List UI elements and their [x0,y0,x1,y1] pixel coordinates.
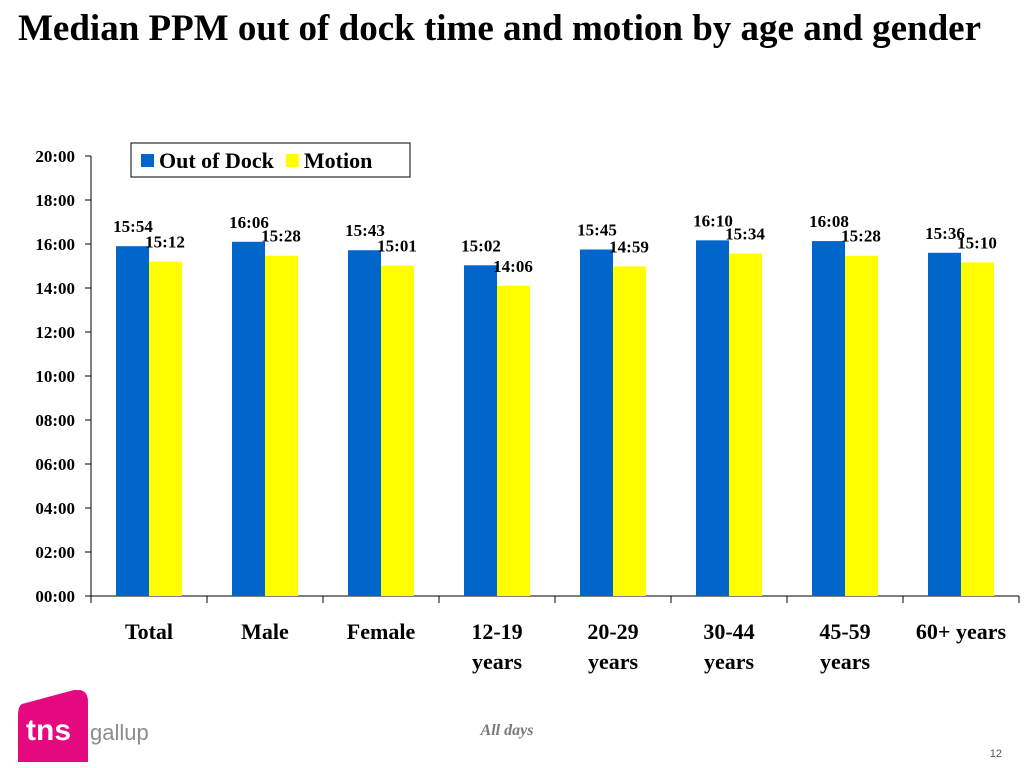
out-of-dock-value-label: 15:45 [577,221,617,240]
motion-bar [845,255,878,596]
y-tick-label: 12:00 [35,323,75,342]
category-label: 45-59 [819,619,870,644]
motion-bar [381,265,414,596]
gallup-logo-text: gallup [90,720,149,745]
tns-logo-mark [18,690,88,762]
category-label: years [820,649,871,674]
out-of-dock-value-label: 16:06 [229,213,269,232]
category-label: years [704,649,755,674]
out-of-dock-bar [232,241,265,597]
out-of-dock-bar [696,240,729,597]
motion-bar [497,285,530,596]
category-label: 20-29 [587,619,638,644]
chart-bars [116,240,994,597]
category-label: years [472,649,523,674]
out-of-dock-bar [464,265,497,596]
y-tick-label: 02:00 [35,543,75,562]
page-title: Median PPM out of dock time and motion b… [18,8,982,49]
footer-caption: All days [480,722,534,739]
motion-value-label: 15:34 [725,225,765,244]
chart-category-labels: Total Male Female 12-19 years 20-29 years 30-44… [125,619,1007,674]
y-tick-label: 16:00 [35,235,75,254]
out-of-dock-bar [812,241,845,597]
motion-bar [613,266,646,596]
category-label: Female [347,619,416,644]
motion-bar [729,253,762,597]
y-tick-label: 20:00 [35,147,75,166]
legend-label-out-of-dock: Out of Dock [159,148,275,173]
out-of-dock-bar [348,250,381,596]
motion-value-label: 15:28 [261,227,301,246]
out-of-dock-value-label: 15:43 [345,221,385,240]
y-tick-label: 18:00 [35,191,75,210]
legend-swatch-out-of-dock [141,154,154,167]
motion-value-label: 15:12 [145,233,185,252]
out-of-dock-bar [928,252,961,597]
tns-gallup-logo: tns gallup [18,690,149,762]
legend-box [130,142,411,178]
motion-value-label: 15:10 [957,233,997,252]
y-tick-label: 10:00 [35,367,75,386]
motion-value-label: 14:06 [493,257,533,276]
out-of-dock-bar [580,249,613,596]
chart-legend: Out of Dock Motion [130,142,411,178]
out-of-dock-value-label: 15:02 [461,236,501,255]
out-of-dock-value-label: 15:54 [113,217,153,236]
page-number: 12 [989,748,1002,760]
category-label: Male [241,619,289,644]
motion-value-label: 15:28 [841,227,881,246]
category-label: 12-19 [471,619,522,644]
tns-logo-text: tns [26,714,71,747]
category-label: 30-44 [703,619,754,644]
legend-label-motion: Motion [304,148,372,173]
out-of-dock-bar [116,246,149,596]
y-tick-label: 00:00 [35,587,75,606]
out-of-dock-value-label: 15:36 [925,224,965,243]
motion-bar [265,255,298,596]
chart-value-labels: 15:54 16:06 15:43 15:02 15:45 16:10 16:08 15:36… [113,211,997,275]
y-tick-label: 08:00 [35,411,75,430]
y-tick-label: 06:00 [35,455,75,474]
category-label: 60+ years [916,619,1007,644]
category-label: Total [125,619,173,644]
motion-value-label: 15:01 [377,237,417,256]
legend-swatch-motion [285,154,299,167]
motion-bar [961,262,994,596]
motion-value-label: 14:59 [609,237,649,256]
y-tick-label: 04:00 [35,499,75,518]
out-of-dock-value-label: 16:08 [809,212,849,231]
category-label: years [588,649,639,674]
y-tick-label: 14:00 [35,279,75,298]
out-of-dock-value-label: 16:10 [693,211,733,230]
motion-bar [149,261,182,596]
